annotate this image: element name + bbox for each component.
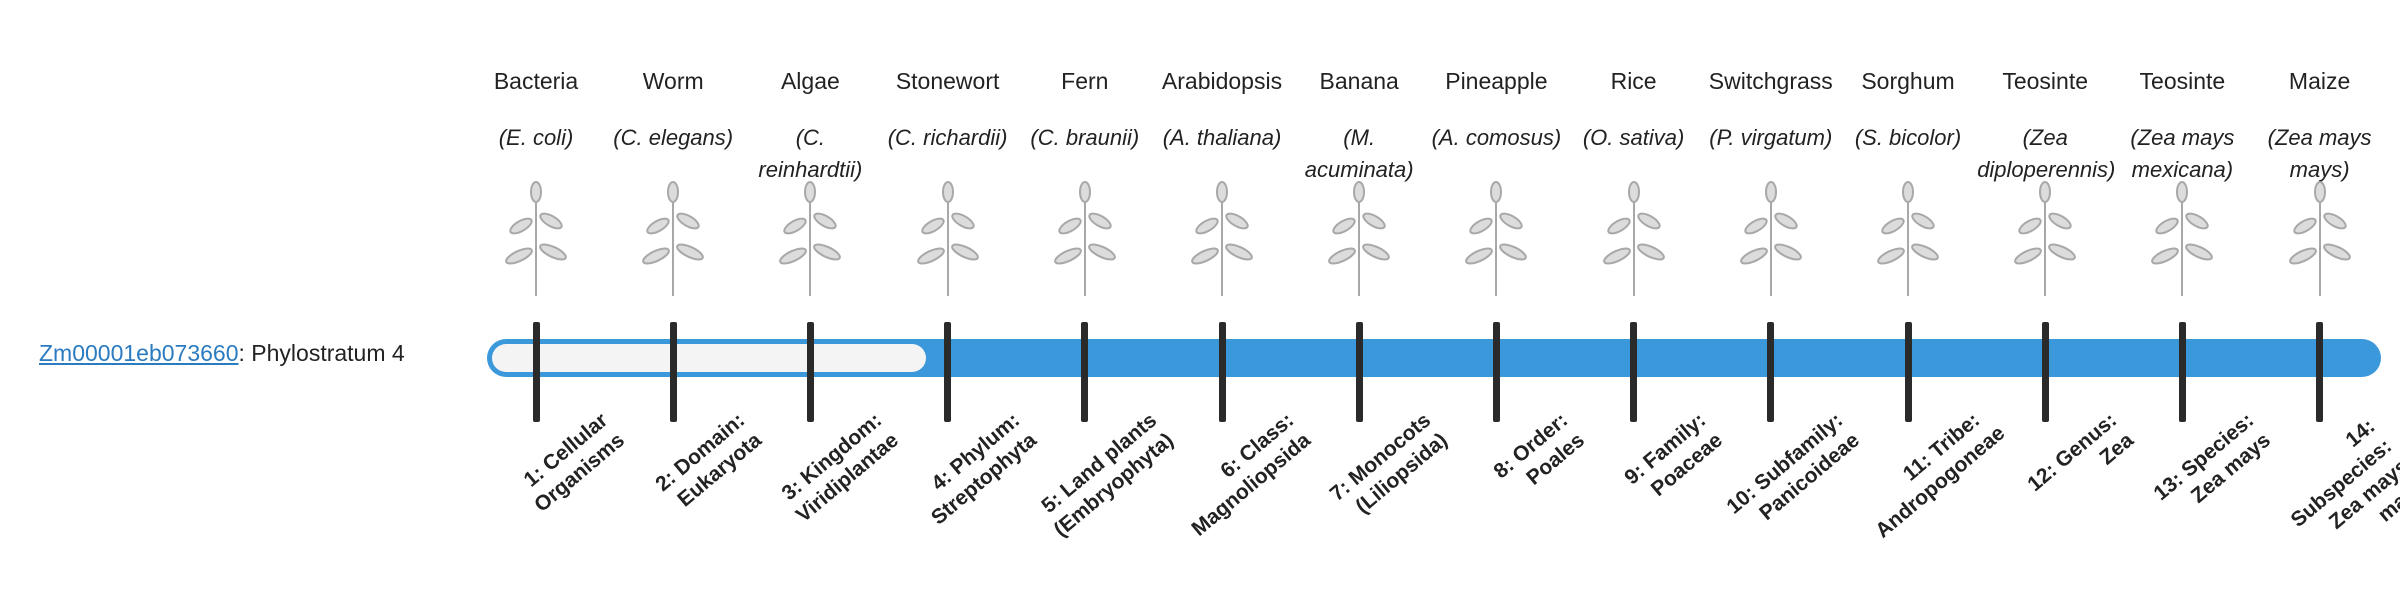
organism-image (1739, 181, 1802, 296)
organism-species: (C. richardii) (887, 125, 1008, 150)
gene-link[interactable]: Zm00001eb073660 (39, 340, 239, 366)
stratum-tick (2316, 322, 2324, 422)
organism-species: (Zea mays mays) (2267, 125, 2372, 182)
stratum-tick (1492, 322, 1500, 422)
stratum-label: 6: Class: Magnoliopsida (1187, 408, 1315, 541)
stratum-tick (1767, 322, 1775, 422)
stratum-label: 3: Kingdom: Viridiplantae (777, 408, 904, 527)
gene-line: Zm00001eb073660: Phylostratum 4 (39, 340, 405, 367)
organism-name: Stonewort (895, 68, 1000, 94)
organism-species: (C. elegans) (613, 125, 734, 150)
stratum-tick (806, 322, 814, 422)
organism-image (642, 181, 705, 296)
stratum-label: 4: Phylum: Streptophyta (926, 408, 1041, 530)
organism-species: (Zea mays mexicana) (2130, 125, 2235, 182)
organism-name: Teosinte (2002, 68, 2089, 94)
organism-image (2151, 181, 2214, 296)
stratum-label: 1: Cellular Organisms (519, 408, 629, 517)
stratum-label: 13: Species: Zea mays (2149, 408, 2276, 508)
organism-image (1328, 181, 1391, 296)
organism-image (1053, 181, 1116, 296)
organism-name: Teosinte (2139, 68, 2226, 94)
organism-species: (C. braunii) (1030, 125, 1140, 150)
stratum-tick (532, 322, 540, 422)
organism-species: (E. coli) (498, 125, 574, 150)
stratum-tick (2041, 322, 2049, 422)
organism-image (1877, 181, 1939, 296)
stratum-label: 11: Tribe: Andropogoneae (1871, 408, 2010, 543)
stratum-tick (669, 322, 677, 422)
organism-image (2288, 181, 2351, 296)
stratum-tick (2178, 322, 2186, 422)
organism-species: (A. comosus) (1431, 125, 1562, 150)
organism-name: Pineapple (1445, 68, 1548, 94)
stratum-tick (1904, 322, 1912, 422)
stratum-tick (944, 322, 952, 422)
stratum-label: 10: Subfamily: Panicoideae (1722, 408, 1864, 525)
stratum-tick (1218, 322, 1226, 422)
organism-species: (P. virgatum) (1709, 125, 1833, 150)
organism-species: (Zea diploperennis) (1977, 125, 2116, 182)
gene-label: : Phylostratum (238, 340, 386, 366)
gene-stratum: 4 (391, 340, 405, 366)
organism-image (916, 181, 979, 296)
organism-species: (C. reinhardtii) (758, 125, 863, 182)
organism-name: Worm (642, 68, 704, 94)
stratum-label: 8: Order: Poales (1489, 408, 1590, 490)
stratum-label: 12: Genus: Zea (2023, 408, 2139, 497)
organism-name: Sorghum (1861, 68, 1955, 94)
organism-name: Maize (2288, 68, 2351, 94)
organism-name: Rice (1610, 68, 1657, 94)
organism-image (1191, 181, 1253, 296)
organism-name: Bacteria (493, 68, 579, 94)
organism-species: (M. acuminata) (1304, 125, 1414, 182)
organism-species: (S. bicolor) (1854, 125, 1962, 150)
organism-species: (A. thaliana) (1162, 125, 1282, 150)
organism-name: Banana (1319, 68, 1399, 94)
organism-name: Arabidopsis (1161, 68, 1283, 94)
stratum-tick (1355, 322, 1363, 422)
stratum-label: 14: Subspecies: Zea mays mays (2286, 414, 2400, 534)
organism-species: (O. sativa) (1582, 125, 1685, 150)
organism-image (1465, 181, 1528, 296)
stratum-tick (1081, 322, 1089, 422)
organism-name: Fern (1061, 68, 1109, 94)
organism-name: Switchgrass (1708, 68, 1833, 94)
organism-image (505, 181, 567, 296)
organism-image (2014, 181, 2077, 296)
stratum-label: 2: Domain: Eukaryota (651, 408, 767, 512)
stratum-bar-empty (492, 344, 926, 372)
organism-image (779, 181, 842, 296)
organism-name: Algae (780, 68, 840, 94)
organism-image (1602, 181, 1665, 296)
stratum-label: 5: Land plants (Embryophyta) (1037, 408, 1178, 542)
stratum-tick (1630, 322, 1638, 422)
stratum-label: 9: Family: Poaceae (1619, 408, 1727, 501)
stratum-label: 7: Monocots (Liliopsida) (1325, 408, 1453, 519)
